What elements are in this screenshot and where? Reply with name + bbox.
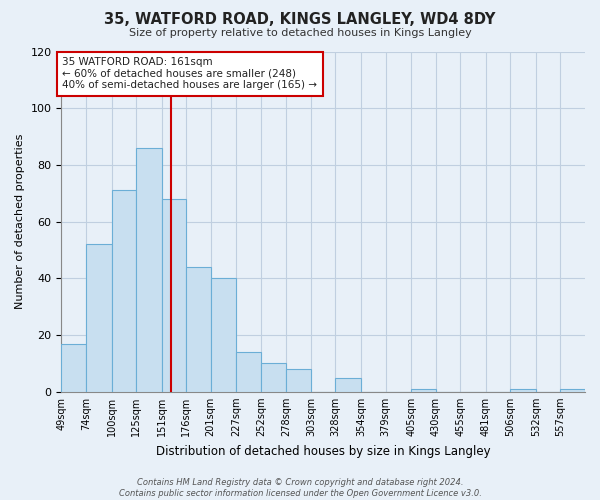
Text: Contains HM Land Registry data © Crown copyright and database right 2024.
Contai: Contains HM Land Registry data © Crown c… (119, 478, 481, 498)
Bar (236, 352, 261, 392)
Text: Size of property relative to detached houses in Kings Langley: Size of property relative to detached ho… (128, 28, 472, 38)
Bar (286, 369, 311, 392)
Bar (560, 389, 585, 392)
Bar (86, 244, 112, 392)
Bar (261, 364, 286, 392)
Bar (411, 389, 436, 392)
Bar (211, 278, 236, 392)
Bar (112, 190, 136, 392)
Bar (186, 267, 211, 392)
Bar (161, 199, 186, 392)
Text: 35, WATFORD ROAD, KINGS LANGLEY, WD4 8DY: 35, WATFORD ROAD, KINGS LANGLEY, WD4 8DY (104, 12, 496, 28)
Text: 35 WATFORD ROAD: 161sqm
← 60% of detached houses are smaller (248)
40% of semi-d: 35 WATFORD ROAD: 161sqm ← 60% of detache… (62, 57, 317, 90)
X-axis label: Distribution of detached houses by size in Kings Langley: Distribution of detached houses by size … (156, 444, 491, 458)
Bar (61, 344, 86, 392)
Bar (335, 378, 361, 392)
Y-axis label: Number of detached properties: Number of detached properties (15, 134, 25, 310)
Bar (136, 148, 161, 392)
Bar (511, 389, 536, 392)
